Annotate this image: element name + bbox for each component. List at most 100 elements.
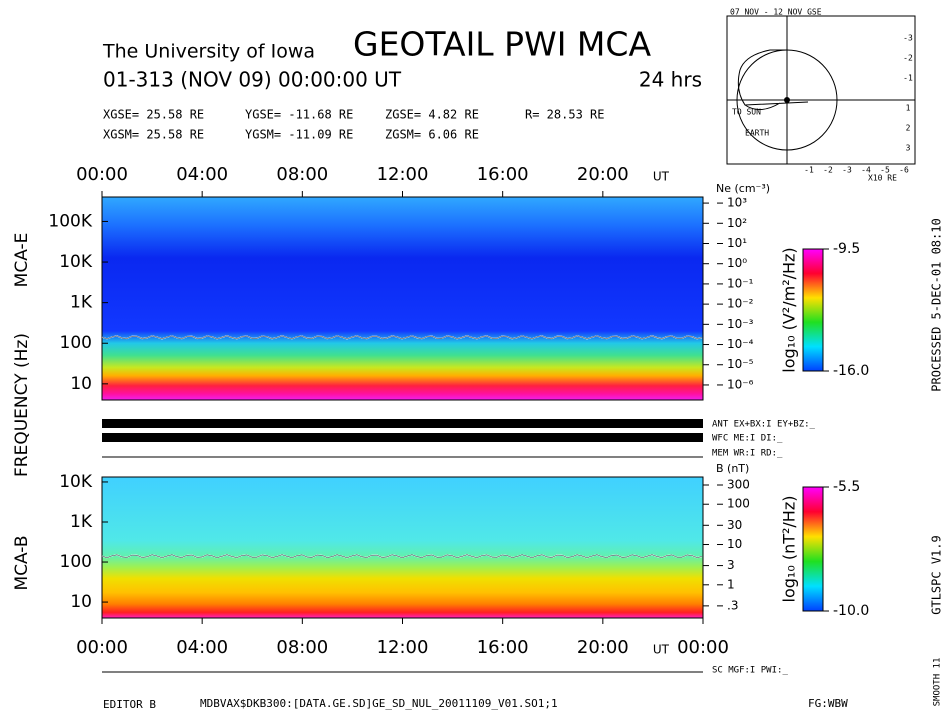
x-tick-label: 04:00 (176, 637, 228, 658)
position: R= 28.53 RE (525, 108, 604, 122)
mode-bars (102, 419, 703, 673)
y-tick-label: 100 (60, 552, 92, 572)
orbit-track (737, 49, 809, 110)
orbit-title: 07 NOV - 12 NOV GSE (730, 8, 822, 17)
y2-tick-label: 10⁻⁶ (727, 377, 754, 391)
y2-tick-label: 100 (727, 497, 750, 511)
panel-name: MCA-B (12, 536, 32, 591)
position: ZGSM= 6.06 RE (385, 128, 479, 142)
y2-tick-label: 10³ (727, 196, 747, 210)
orbit-tick: 3 (906, 144, 911, 153)
status: SC MGF:I PWI:_ (712, 666, 788, 676)
colorbar-label: log₁₀ (V²/m²/Hz) (780, 247, 799, 372)
plasma-line-edge (101, 335, 703, 340)
mode-bar (102, 419, 703, 428)
colorbar-tick-label: -16.0 (833, 363, 869, 379)
status: MEM WR:I RD:_ (712, 449, 783, 459)
duration: 24 hrs (639, 68, 702, 92)
orbit-tick: -1 (804, 166, 814, 175)
orbit-tick: -1 (903, 74, 913, 83)
position: XGSE= 25.58 RE (103, 108, 204, 122)
position: XGSM= 25.58 RE (103, 128, 204, 142)
y-axis-title: FREQUENCY (Hz) (12, 333, 32, 477)
y-tick-label: 100 (60, 333, 92, 353)
colorbar (802, 248, 824, 372)
y-tick-label: 100K (48, 211, 92, 231)
orbit-unit: X10 RE (868, 174, 897, 183)
x-tick-label: 12:00 (377, 164, 429, 185)
colorbar-tick-label: -10.0 (833, 603, 869, 619)
earth-mark (784, 97, 790, 103)
y2-tick-label: 10⁻² (727, 297, 754, 311)
x-unit: UT (653, 170, 670, 184)
colorbar-tick-label: -5.5 (833, 479, 860, 495)
y2-tick-label: 10⁻⁵ (727, 357, 754, 371)
y-tick-label: 10 (70, 592, 92, 612)
y2-tick-label: 1 (727, 577, 735, 591)
x-tick-label: 04:00 (176, 164, 228, 185)
plasma-line-edge (101, 554, 703, 558)
orbit-tick: -2 (823, 166, 833, 175)
mode-bar (102, 433, 703, 442)
y2-tick-label: 10⁻¹ (727, 276, 754, 290)
date: 01-313 (NOV 09) 00:00:00 UT (103, 68, 402, 92)
orbit-tick: -5 (880, 166, 890, 175)
x-unit: UT (653, 643, 670, 657)
processed: PROCESSED 5-DEC-01 08:10 (930, 218, 944, 391)
orbit-tick: -4 (861, 166, 871, 175)
smooth: SMOOTH 11 (933, 658, 943, 707)
y2-tick-label: 300 (727, 478, 750, 492)
panel-name: MCA-E (12, 233, 32, 288)
orbit-tick: -2 (903, 54, 913, 63)
x-tick-label: 20:00 (577, 164, 629, 185)
y2-tick-label: 10⁰ (727, 256, 747, 270)
spectrogram (101, 196, 704, 401)
status: ANT EX+BX:I EY+BZ:_ (712, 420, 816, 430)
title: GEOTAIL PWI MCA (353, 25, 651, 64)
footer-editor: EDITOR B (103, 698, 156, 711)
x-tick-label: 00:00 (677, 637, 729, 658)
spectrogram (101, 476, 704, 619)
orbit-plot: 07 NOV - 12 NOV GSE TO SUN EARTH X10 RE (726, 8, 916, 183)
x-tick-label: 08:00 (276, 164, 328, 185)
orbit-tick: -3 (842, 166, 852, 175)
y2-axis-title: B (nT) (716, 462, 749, 475)
y-tick-label: 1K (70, 512, 93, 532)
position: YGSM= -11.09 RE (245, 128, 353, 142)
x-tick-label: 00:00 (76, 637, 128, 658)
position: ZGSE= 4.82 RE (385, 108, 479, 122)
y2-tick-label: 10⁻³ (727, 317, 754, 331)
orbit-tick: -3 (903, 34, 913, 43)
y2-tick-label: 10 (727, 537, 742, 551)
x-tick-label: 20:00 (577, 637, 629, 658)
y2-tick-label: 30 (727, 518, 742, 532)
position: YGSE= -11.68 RE (245, 108, 353, 122)
y2-axis-title: Ne (cm⁻³) (716, 182, 770, 195)
x-tick-label: 00:00 (76, 164, 128, 185)
y-tick-label: 10 (70, 374, 92, 394)
x-tick-label: 16:00 (477, 164, 529, 185)
earth-label: EARTH (745, 129, 769, 138)
y-tick-label: 10K (59, 472, 93, 492)
y-tick-label: 1K (70, 293, 93, 313)
x-tick-label: 12:00 (377, 637, 429, 658)
orbit-tick: 2 (906, 124, 911, 133)
y2-tick-label: 10² (727, 216, 747, 230)
colorbar-tick-label: -9.5 (833, 241, 860, 257)
y2-tick-label: 10¹ (727, 236, 747, 250)
footer-fg: FG:WBW (808, 697, 848, 710)
y2-tick-label: .3 (727, 598, 738, 612)
institution: The University of Iowa (102, 41, 315, 63)
colorbar-label: log₁₀ (nT²/Hz) (780, 496, 799, 603)
orbit-tick: 1 (906, 104, 911, 113)
version: GTLSPC V1.9 (930, 535, 944, 614)
status: WFC ME:I DI:_ (712, 434, 783, 444)
y2-tick-label: 10⁻⁴ (727, 337, 754, 351)
y2-tick-label: 3 (727, 558, 735, 572)
orbit-frame (726, 15, 916, 165)
footer-file: MDBVAX$DKB300:[DATA.GE.SD]GE_SD_NUL_2001… (200, 697, 558, 710)
x-tick-label: 08:00 (276, 637, 328, 658)
y-tick-label: 10K (59, 252, 93, 272)
sun-label: TO SUN (732, 108, 761, 117)
